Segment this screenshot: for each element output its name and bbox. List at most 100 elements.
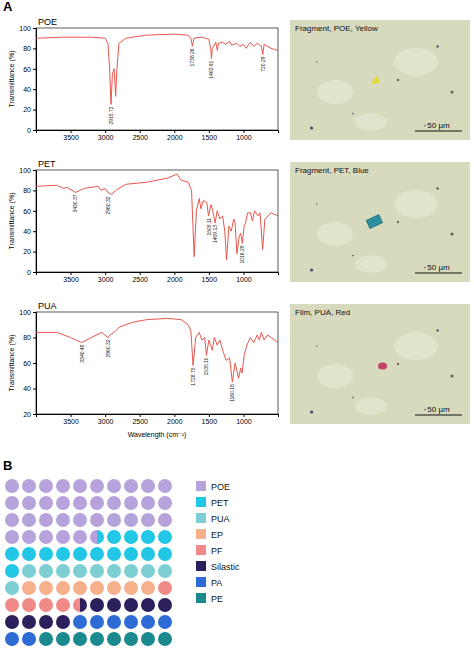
waffle-dot [73, 530, 87, 544]
waffle-dot [90, 496, 104, 510]
particle [366, 215, 382, 229]
waffle-dot [107, 564, 121, 578]
tick-mark [140, 130, 141, 133]
tick-mark [33, 48, 36, 49]
tick: 3500 [63, 272, 79, 283]
scale-bar-label: 50 µm [427, 121, 450, 130]
waffle-dot [158, 530, 172, 544]
legend-swatch [196, 497, 206, 507]
legend-swatch [196, 577, 206, 587]
legend-label: PUA [211, 514, 230, 524]
micrograph-speck [424, 267, 426, 269]
axis-line [33, 171, 37, 273]
waffle-dot [124, 564, 138, 578]
waffle-dot [107, 513, 121, 527]
scale-bar [415, 414, 462, 415]
peak-label: 3340.48 [79, 344, 85, 362]
micrograph-speck [310, 268, 313, 271]
waffle-dot [141, 632, 155, 646]
waffle-dot [56, 496, 70, 510]
tick-mark [209, 130, 210, 133]
waffle-dot [22, 564, 36, 578]
tick-label: 40 [23, 86, 31, 93]
tick-label: 80 [23, 45, 31, 52]
legend-entry: PF [196, 545, 223, 556]
tick-label: 2000 [167, 418, 183, 425]
legend-entry: PE [196, 593, 223, 604]
x-axis-title: Wavelength (cm⁻¹) [128, 431, 187, 439]
peak-label: 3430.37 [72, 194, 78, 212]
tick-label: 3500 [63, 276, 79, 283]
tick: 1000 [236, 130, 252, 141]
waffle-dot [90, 615, 104, 629]
legend-swatch [196, 545, 206, 555]
waffle-dot [56, 615, 70, 629]
waffle-dot [73, 513, 87, 527]
micrograph-speck [397, 79, 399, 81]
waffle-dot [90, 598, 104, 612]
tick: 3000 [98, 272, 114, 283]
tick-label: 1500 [202, 134, 218, 141]
waffle-dot [56, 564, 70, 578]
waffle-dot [141, 564, 155, 578]
tick-mark [33, 272, 36, 273]
peak-label: 2960.32 [105, 196, 111, 214]
legend-swatch [196, 593, 206, 603]
waffle-dot [90, 513, 104, 527]
waffle-dot [124, 547, 138, 561]
legend-entry: POE [196, 481, 230, 492]
tick: 1500 [202, 130, 218, 141]
tick-mark [105, 130, 106, 133]
micrograph-blotch [317, 364, 353, 388]
micrograph-caption: Fragment, POE, Yellow [295, 24, 378, 33]
waffle-dot [56, 530, 70, 544]
tick-mark [33, 110, 36, 111]
peak-label: 1160.18 [229, 384, 235, 402]
scale-bar [415, 272, 462, 273]
micrograph-caption: Film, PUA, Red [295, 308, 350, 317]
tick: 2500 [132, 414, 148, 425]
tick-label: 100 [19, 25, 31, 32]
tick-label: 20 [23, 248, 31, 255]
waffle-chart: POEPETPUAEPPFSilasticPAPE [5, 479, 240, 646]
waffle-dot [124, 615, 138, 629]
panel-letter: B [3, 458, 12, 473]
tick-mark [33, 130, 36, 131]
tick: 40 [23, 385, 36, 392]
waffle-dot [73, 615, 87, 629]
tick: 20 [23, 106, 36, 113]
tick: 0 [27, 127, 36, 134]
particle [378, 363, 387, 370]
waffle-dot-part [90, 530, 97, 544]
waffle-dot [141, 479, 155, 493]
tick: 2500 [132, 272, 148, 283]
tick-mark [71, 272, 72, 275]
waffle-dot [39, 513, 53, 527]
spectrum-line [36, 318, 278, 382]
waffle-dot [22, 496, 36, 510]
micrograph-speck [424, 409, 426, 411]
tick-label: 3000 [98, 418, 114, 425]
peak-label: 1535.10 [203, 357, 209, 375]
peak-label: 720.29 [260, 56, 266, 72]
axis-line [33, 29, 37, 131]
spectrum-line [36, 34, 278, 104]
waffle-dot [5, 530, 19, 544]
waffle-dot-part [80, 598, 87, 612]
micrograph-blotch [355, 113, 387, 131]
tick-mark [209, 272, 210, 275]
waffle-dot [107, 496, 121, 510]
tick-label: 3500 [63, 134, 79, 141]
tick: 2000 [167, 272, 183, 283]
tick-label: 3500 [63, 418, 79, 425]
x-axis: 350030002500200015001000 [37, 272, 279, 283]
waffle-dot [124, 479, 138, 493]
waffle-dot [158, 581, 172, 595]
tick-label: 1500 [202, 418, 218, 425]
waffle-dot [124, 530, 138, 544]
waffle-dot [73, 547, 87, 561]
waffle-dot [73, 564, 87, 578]
waffle-dot [22, 513, 36, 527]
waffle-dot [56, 479, 70, 493]
scale-bar [415, 130, 462, 131]
